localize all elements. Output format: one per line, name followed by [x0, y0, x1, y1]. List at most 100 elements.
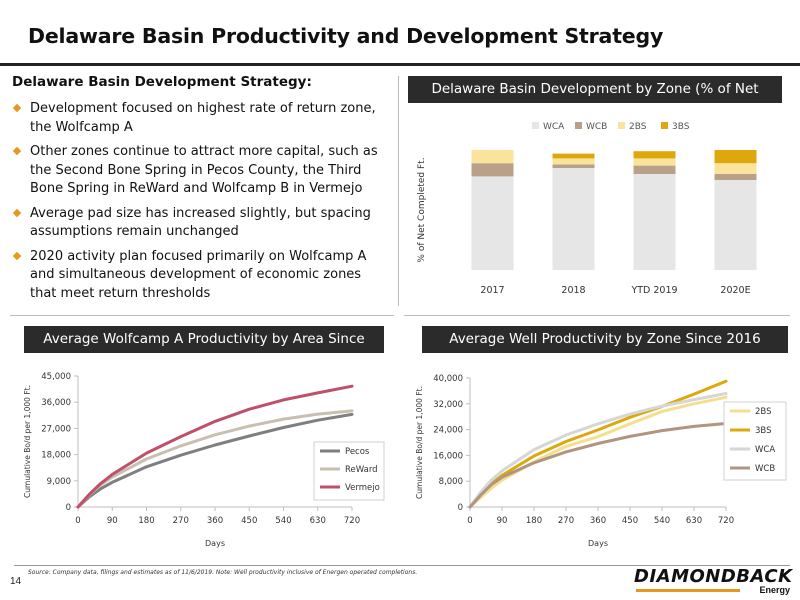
- bar-segment: [633, 174, 676, 270]
- diamond-bullet-icon: [12, 103, 22, 113]
- legend-label: 3BS: [755, 426, 772, 436]
- bar-segment: [714, 163, 757, 174]
- x-tick-label: YTD 2019: [630, 285, 677, 296]
- wolfcamp-productivity-header: Average Wolfcamp A Productivity by Area …: [24, 326, 384, 374]
- bar-segment: [552, 158, 595, 165]
- y-tick-label: 8,000: [439, 477, 463, 487]
- x-tick-label: 360: [207, 516, 223, 526]
- x-tick-label: 270: [558, 516, 574, 526]
- y-tick-label: 9,000: [47, 477, 71, 487]
- logo-wordmark: DIAMONDBACK: [634, 566, 793, 587]
- y-tick-label: 36,000: [41, 398, 71, 408]
- x-tick-label: 0: [75, 516, 80, 526]
- strategy-heading: Delaware Basin Development Strategy:: [12, 74, 312, 90]
- x-axis-label: Days: [205, 539, 225, 548]
- strategy-bullet-text: Average pad size has increased slightly,…: [30, 205, 371, 240]
- bar-segment: [633, 151, 676, 159]
- strategy-bullet: 2020 activity plan focused primarily on …: [12, 248, 390, 304]
- x-tick-label: 540: [654, 516, 670, 526]
- legend-label: WCB: [586, 122, 607, 132]
- x-tick-label: 90: [497, 516, 508, 526]
- x-tick-label: 450: [622, 516, 638, 526]
- x-tick-label: 90: [107, 516, 118, 526]
- legend-label: WCA: [755, 445, 775, 455]
- x-tick-label: 540: [275, 516, 291, 526]
- diamond-bullet-icon: [12, 208, 22, 217]
- well-productivity-chart: 0 8,000 16,000 24,000 32,000 40,000 0 90 180 270 3…: [415, 374, 787, 548]
- y-tick-label: 16,000: [433, 451, 463, 461]
- horizontal-divider: [10, 315, 394, 316]
- wolfcamp-productivity-chart: 0 9,000 18,000 27,000 36,000 45,000 0 90 180 270 3…: [23, 372, 385, 548]
- legend-box: [723, 401, 787, 481]
- diamondback-logo: DIAMONDBACK Energy: [634, 566, 794, 596]
- bar-segment: [471, 150, 514, 164]
- y-tick-label: 32,000: [433, 400, 463, 410]
- strategy-bullet-text: Development focused on highest rate of r…: [30, 101, 376, 135]
- bar-segment: [552, 153, 595, 159]
- y-axis-label: % of Net Completed Ft.: [417, 157, 427, 262]
- bar-segment: [633, 165, 676, 174]
- legend-label: 2BS: [629, 122, 647, 132]
- x-axis-label: Days: [588, 539, 608, 548]
- development-by-zone-chart: % of Net Completed Ft. WCA WCB 2BS 3BS 2017 20…: [417, 122, 757, 296]
- legend-label: Vermejo: [345, 483, 380, 493]
- strategy-bullet: Average pad size has increased slightly,…: [12, 205, 390, 242]
- horizontal-divider: [404, 315, 790, 316]
- x-tick-label: 2017: [480, 285, 504, 296]
- x-tick-label: 360: [590, 516, 606, 526]
- y-tick-label: 40,000: [433, 374, 463, 384]
- y-tick-label: 27,000: [41, 424, 71, 434]
- legend-label: 3BS: [672, 122, 690, 132]
- logo-accent-bar: [636, 589, 740, 592]
- legend-label: 2BS: [755, 407, 772, 417]
- y-tick-label: 24,000: [433, 426, 463, 436]
- series-line: [468, 422, 728, 509]
- bar-segment: [552, 168, 595, 270]
- legend-label: ReWard: [345, 465, 378, 475]
- x-tick-label: 2018: [561, 285, 585, 296]
- y-tick-label: 0: [458, 503, 463, 513]
- diamond-bullet-icon: [12, 251, 22, 260]
- x-tick-label: 630: [310, 516, 326, 526]
- y-axis-label: Cumulative Bo/d per 1,000 Ft.: [23, 385, 32, 498]
- x-tick-label: 630: [686, 516, 702, 526]
- series-line: [76, 409, 354, 509]
- diamond-bullet-icon: [12, 146, 22, 156]
- well-productivity-header: Average Well Productivity by Zone Since …: [422, 326, 788, 353]
- y-tick-label: 0: [66, 503, 71, 513]
- y-tick-label: 45,000: [41, 372, 71, 382]
- title-divider: [0, 63, 800, 66]
- bar-segment: [471, 176, 514, 270]
- x-tick-label: 450: [241, 516, 257, 526]
- x-tick-label: 180: [526, 516, 542, 526]
- x-tick-label: 720: [344, 516, 360, 526]
- legend-swatch: [618, 122, 625, 129]
- x-tick-label: 2020E: [720, 285, 750, 296]
- footer-divider: [14, 565, 790, 566]
- bar-segment: [552, 164, 595, 168]
- x-tick-label: 270: [173, 516, 189, 526]
- logo-subtext: Energy: [759, 585, 790, 595]
- legend-box: [313, 441, 385, 501]
- strategy-bullet: Other zones continue to attract more cap…: [12, 143, 390, 199]
- legend-swatch: [661, 122, 668, 129]
- legend-label: Pecos: [345, 447, 370, 457]
- legend-swatch: [575, 122, 582, 129]
- bar-segment: [714, 174, 757, 180]
- strategy-bullet-list: Development focused on highest rate of r…: [12, 100, 390, 309]
- strategy-bullet: Development focused on highest rate of r…: [12, 100, 390, 137]
- y-tick-label: 18,000: [41, 451, 71, 461]
- source-note: Source: Company data, filings and estima…: [28, 569, 418, 576]
- x-tick-label: 180: [138, 516, 154, 526]
- page-title: Delaware Basin Productivity and Developm…: [28, 24, 664, 48]
- legend-label: WCB: [755, 464, 775, 474]
- series-line: [76, 412, 354, 509]
- legend-swatch: [532, 122, 539, 129]
- strategy-bullet-text: Other zones continue to attract more cap…: [30, 144, 378, 196]
- legend-label: WCA: [543, 122, 565, 132]
- y-axis-label: Cumulative Bo/d per 1,000 Ft.: [415, 386, 424, 499]
- bar-segment: [714, 150, 757, 164]
- series-line: [468, 392, 728, 509]
- bar-segment: [633, 158, 676, 166]
- series-line: [76, 384, 354, 509]
